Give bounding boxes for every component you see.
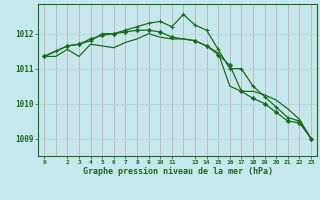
- X-axis label: Graphe pression niveau de la mer (hPa): Graphe pression niveau de la mer (hPa): [83, 167, 273, 176]
